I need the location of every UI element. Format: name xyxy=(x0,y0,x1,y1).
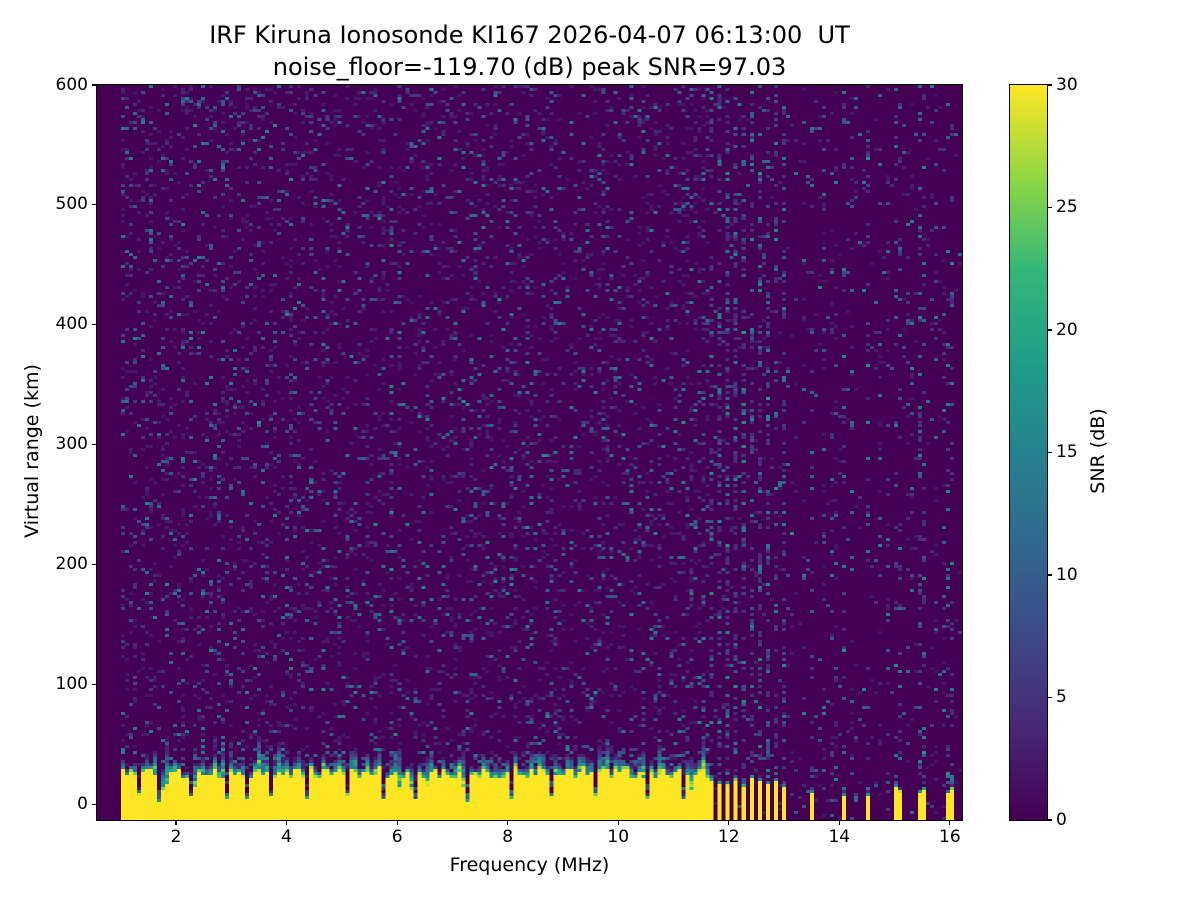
chart-title: IRF Kiruna Ionosonde KI167 2026-04-07 06… xyxy=(209,21,850,49)
x-tick-mark xyxy=(175,821,177,825)
colorbar-tick-label: 20 xyxy=(1056,319,1078,340)
colorbar-tick-label: 10 xyxy=(1056,564,1078,585)
x-tick-label: 4 xyxy=(281,827,292,847)
colorbar-tick-mark xyxy=(1048,451,1052,454)
y-tick-label: 300 xyxy=(55,434,88,455)
x-tick-label: 6 xyxy=(391,827,403,847)
colorbar-tick-mark xyxy=(1048,84,1052,86)
heatmap-canvas xyxy=(97,85,962,820)
colorbar-tick-mark xyxy=(1048,819,1052,821)
y-tick-label: 500 xyxy=(55,194,88,215)
y-axis-label: Virtual range (km) xyxy=(21,364,43,538)
y-tick-label: 0 xyxy=(77,793,88,814)
colorbar-tick-mark xyxy=(1048,206,1052,209)
x-tick-mark xyxy=(728,821,730,825)
x-tick-mark xyxy=(396,821,398,825)
colorbar-canvas xyxy=(1010,85,1047,820)
colorbar-tick-label: 30 xyxy=(1056,74,1078,95)
x-tick-mark xyxy=(507,821,509,825)
colorbar-tick-label: 5 xyxy=(1056,687,1067,707)
colorbar-tick-label: 25 xyxy=(1056,197,1078,217)
colorbar-tick-label: 0 xyxy=(1056,809,1067,830)
y-tick-label: 600 xyxy=(55,74,88,95)
chart-subtitle: noise_floor=-119.70 (dB) peak SNR=97.03 xyxy=(272,53,787,81)
colorbar-tick-mark xyxy=(1048,696,1052,699)
colorbar-tick-mark xyxy=(1048,574,1052,576)
x-tick-label: 10 xyxy=(607,827,630,847)
x-tick-label: 2 xyxy=(170,827,182,847)
x-tick-mark xyxy=(285,821,288,825)
colorbar-label: SNR (dB) xyxy=(1087,408,1109,494)
x-tick-label: 14 xyxy=(828,827,851,847)
colorbar-tick-mark xyxy=(1048,329,1052,331)
x-tick-mark xyxy=(949,821,951,825)
plot-area xyxy=(96,84,963,821)
colorbar xyxy=(1009,84,1048,821)
x-tick-label: 8 xyxy=(502,827,514,847)
x-tick-label: 16 xyxy=(939,827,961,847)
y-tick-label: 200 xyxy=(55,554,88,575)
x-axis-label: Frequency (MHz) xyxy=(449,854,610,876)
y-tick-label: 400 xyxy=(55,314,88,335)
y-tick-label: 100 xyxy=(55,674,88,694)
x-tick-mark xyxy=(617,821,619,825)
x-tick-label: 12 xyxy=(717,827,740,847)
x-tick-mark xyxy=(838,821,840,825)
